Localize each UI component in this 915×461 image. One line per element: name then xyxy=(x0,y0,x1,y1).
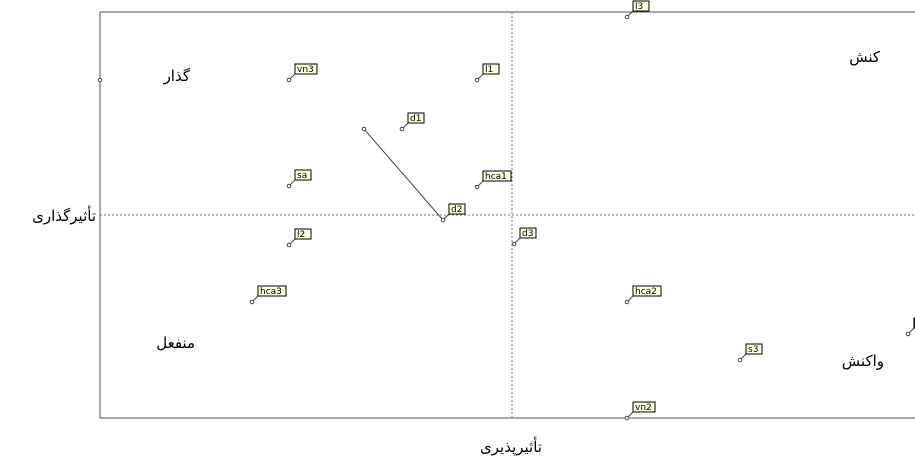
point-leader xyxy=(290,73,296,79)
data-point-hca1: hca1 xyxy=(474,170,512,190)
point-marker xyxy=(905,331,911,337)
point-leader xyxy=(909,327,915,333)
point-marker xyxy=(361,126,367,132)
point-label: d1 xyxy=(410,114,421,124)
point-label-box xyxy=(745,343,763,355)
point-marker xyxy=(511,241,517,247)
point-marker xyxy=(474,184,480,190)
point-leader xyxy=(515,237,521,243)
point-label-box xyxy=(632,0,650,12)
data-point-sa: sa xyxy=(286,169,312,189)
point-label: vn2 xyxy=(635,403,652,413)
point-marker xyxy=(737,357,743,363)
quadrant-label-top-right: کنش xyxy=(849,48,881,66)
point-marker xyxy=(624,14,630,20)
point-label: d3 xyxy=(522,229,533,239)
point-leader xyxy=(403,122,409,128)
data-point-hca2: hca2 xyxy=(624,285,662,305)
point-marker xyxy=(440,217,446,223)
point-leader xyxy=(253,295,259,301)
data-point-s3: s3 xyxy=(737,343,763,363)
point-label: d2 xyxy=(451,205,462,215)
data-point-d3: d3 xyxy=(511,227,537,247)
point-label: hca3 xyxy=(260,287,282,297)
point-marker xyxy=(249,299,255,305)
data-point-d2: d2 xyxy=(440,203,466,223)
y-axis-label: تأثیرگذاری xyxy=(32,205,96,225)
point-marker xyxy=(97,77,103,83)
data-point-l2: l2 xyxy=(286,228,312,248)
data-point-vn2: vn2 xyxy=(624,401,656,421)
data-point-l1: l1 xyxy=(474,63,500,83)
point-leader xyxy=(741,353,747,359)
x-axis-label: تأثیرپذیری xyxy=(480,436,542,457)
point-label: l3 xyxy=(635,2,643,12)
connector-line xyxy=(363,128,444,221)
point-label-box xyxy=(482,63,500,75)
point-leader xyxy=(628,411,634,417)
point-marker xyxy=(624,299,630,305)
data-point xyxy=(97,77,103,83)
point-label-box xyxy=(294,169,312,181)
quadrant-label-bottom-left: منفعل xyxy=(156,334,195,352)
point-marker xyxy=(286,77,292,83)
point-marker xyxy=(624,415,630,421)
point-marker xyxy=(286,183,292,189)
point-label-box xyxy=(632,285,662,297)
point-leader xyxy=(290,179,296,185)
point-leader xyxy=(628,10,634,16)
point-label: vn3 xyxy=(297,65,314,75)
point-label-box xyxy=(294,63,318,75)
point-label-box xyxy=(407,112,425,124)
data-point-l3: l3 xyxy=(624,0,650,20)
point-leader xyxy=(444,213,450,219)
point-label-box xyxy=(632,401,656,413)
point-label: hca1 xyxy=(485,172,507,182)
point-label: s3 xyxy=(748,345,758,355)
point-label: hca2 xyxy=(635,287,657,297)
point-marker xyxy=(286,242,292,248)
connector-lines xyxy=(363,128,444,221)
data-point-vn3: vn3 xyxy=(286,63,318,83)
point-label: l1 xyxy=(485,65,493,75)
point-leader xyxy=(478,180,484,186)
point-label-box xyxy=(482,170,512,182)
point-leader xyxy=(290,238,296,244)
point-marker xyxy=(399,126,405,132)
data-points: vn3 l1 l3 d1 hca1 sa d2 l2 d3 hca3 hca2 vn1 s3 vn2 xyxy=(97,0,915,421)
point-label-box xyxy=(257,285,287,297)
data-point xyxy=(361,126,367,132)
quadrant-label-top-left: گذار xyxy=(163,67,191,85)
quadrant-label-bottom-right: واکنش xyxy=(842,352,884,370)
data-point-vn1: vn1 xyxy=(905,317,915,337)
point-label: sa xyxy=(297,171,307,181)
data-point-hca3: hca3 xyxy=(249,285,287,305)
point-label-box xyxy=(448,203,466,215)
point-label-box xyxy=(519,227,537,239)
plot-frame xyxy=(99,11,915,419)
point-label-box xyxy=(294,228,312,240)
data-point-d1: d1 xyxy=(399,112,425,132)
point-leader xyxy=(478,73,484,79)
point-label-box xyxy=(913,317,915,329)
point-marker xyxy=(474,77,480,83)
point-leader xyxy=(628,295,634,301)
point-label: l2 xyxy=(297,230,305,240)
